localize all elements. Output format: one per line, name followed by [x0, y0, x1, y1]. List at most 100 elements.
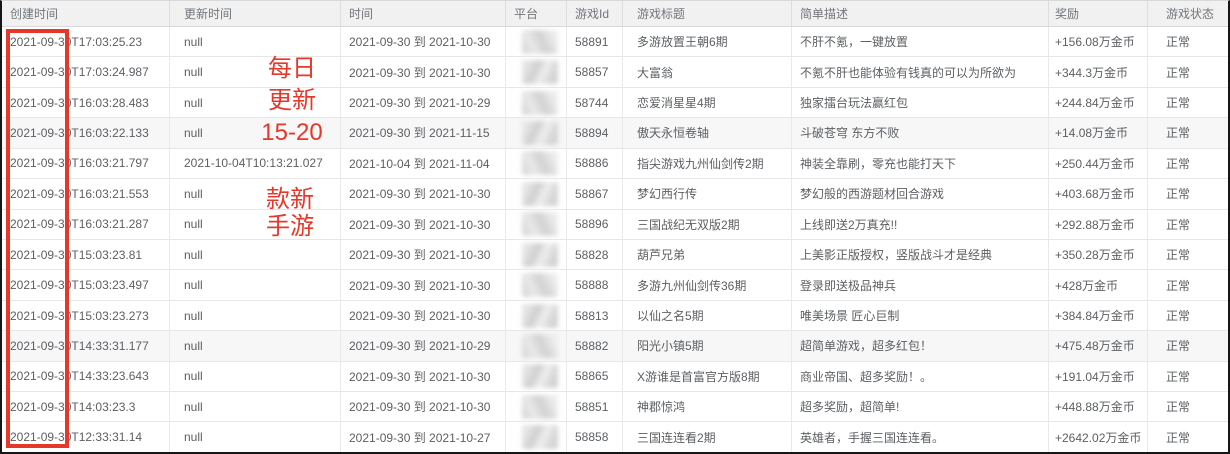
cell-title: 多游九州仙剑传36期: [623, 270, 792, 300]
cell-platform: [506, 422, 567, 452]
cell-reward: +250.44万金币: [1049, 148, 1148, 179]
platform-thumbnail-blurred: [522, 333, 558, 358]
cell-updated: null: [170, 392, 341, 422]
cell-reward: +156.08万金币: [1049, 27, 1148, 57]
table-row: 2021-09-30T14:33:31.177 null 2021-09-30 到 …: [2, 331, 1228, 362]
cell-updated: null: [170, 179, 341, 209]
cell-game_id: 58888: [567, 270, 623, 300]
cell-updated: null: [170, 87, 341, 118]
cell-title: 恋爱消星星4期: [623, 87, 792, 118]
cell-title: X游谁是首富官方版8期: [623, 361, 792, 392]
platform-thumbnail-blurred: [522, 60, 558, 85]
cell-desc: 唯美场景 匠心巨制: [792, 300, 1049, 331]
cell-time: 2021-09-30 到 2021-10-30: [341, 361, 506, 392]
cell-platform: [506, 300, 567, 331]
cell-platform: [506, 27, 567, 57]
cell-reward: +14.08万金币: [1049, 118, 1148, 148]
cell-created: 2021-09-30T15:03:23.273: [2, 300, 170, 331]
cell-time: 2021-10-04 到 2021-11-04: [341, 148, 506, 179]
cell-time: 2021-09-30 到 2021-10-29: [341, 331, 506, 361]
cell-status: 正常: [1166, 96, 1191, 111]
cell-desc: 不氪不肝也能体验有钱真的可以为所欲为: [792, 57, 1049, 87]
cell-platform: [506, 179, 567, 209]
cell-created: 2021-09-30T16:03:22.133: [2, 118, 170, 148]
cell-updated: null: [170, 57, 341, 87]
platform-thumbnail-blurred: [522, 120, 558, 145]
cell-updated: null: [170, 361, 341, 392]
cell-created: 2021-09-30T15:03:23.497: [2, 270, 170, 300]
platform-thumbnail-blurred: [522, 394, 558, 419]
cell-updated: null: [170, 239, 341, 270]
header-title: 游戏标题: [623, 1, 792, 26]
cell-platform: [506, 239, 567, 270]
table-row: 2021-09-30T16:03:21.553 null 2021-09-30 到 …: [2, 179, 1228, 210]
cell-reward: +292.88万金币: [1049, 209, 1148, 239]
cell-game_id: 58894: [567, 118, 623, 148]
cell-reward: +448.88万金币: [1049, 392, 1148, 422]
cell-title: 神郡惊鸿: [623, 392, 792, 422]
platform-thumbnail-blurred: [522, 29, 558, 54]
cell-created: 2021-09-30T17:03:24.987: [2, 57, 170, 87]
cell-title: 以仙之名5期: [623, 300, 792, 331]
cell-status: 正常: [1166, 187, 1191, 202]
header-time: 时间: [341, 1, 506, 26]
cell-created: 2021-09-30T14:33:31.177: [2, 331, 170, 361]
cell-status: 正常: [1166, 369, 1191, 384]
cell-game_id: 58828: [567, 239, 623, 270]
cell-game_id: 58851: [567, 392, 623, 422]
cell-updated: null: [170, 118, 341, 148]
cell-desc: 超多奖励，超简单!: [792, 392, 1049, 422]
cell-platform: [506, 331, 567, 361]
cell-game_id: 58891: [567, 27, 623, 57]
cell-platform: [506, 118, 567, 148]
cell-updated: null: [170, 27, 341, 57]
cell-reward: +344.3万金币: [1049, 57, 1148, 87]
table-row: 2021-09-30T12:33:31.14 null 2021-09-30 到 2…: [2, 422, 1228, 452]
cell-reward: +191.04万金币: [1049, 361, 1148, 392]
cell-game_id: 58867: [567, 179, 623, 209]
platform-thumbnail-blurred: [522, 425, 558, 450]
cell-game_id: 58886: [567, 148, 623, 179]
table-row: 2021-09-30T15:03:23.273 null 2021-09-30 到 …: [2, 300, 1228, 332]
cell-title: 阳光小镇5期: [623, 331, 792, 361]
cell-platform: [506, 148, 567, 179]
cell-platform: [506, 270, 567, 300]
cell-title: 三国连连看2期: [623, 422, 792, 452]
cell-status: 正常: [1166, 430, 1191, 445]
cell-status: 正常: [1166, 65, 1191, 80]
cell-platform: [506, 209, 567, 239]
table-row: 2021-09-30T16:03:21.287 null 2021-09-30 到 …: [2, 209, 1228, 240]
cell-desc: 英雄者，手握三国连连看。: [792, 422, 1049, 452]
cell-desc: 梦幻般的西游题材回合游戏: [792, 179, 1049, 209]
header-platform: 平台: [506, 1, 567, 26]
platform-thumbnail-blurred: [522, 181, 558, 206]
cell-game_id: 58896: [567, 209, 623, 239]
cell-updated: null: [170, 270, 341, 300]
header-desc: 简单描述: [792, 1, 1049, 26]
cell-desc: 超简单游戏，超多红包！: [792, 331, 1049, 361]
table-row: 2021-09-30T17:03:24.987 null 2021-09-30 到 …: [2, 57, 1228, 88]
header-created: 创建时间: [2, 1, 170, 26]
cell-status: 正常: [1166, 400, 1191, 415]
cell-time: 2021-09-30 到 2021-10-30: [341, 57, 506, 87]
cell-reward: +2642.02万金币: [1049, 422, 1148, 452]
cell-time: 2021-09-30 到 2021-10-30: [341, 300, 506, 331]
platform-thumbnail-blurred: [522, 273, 558, 298]
cell-status: 正常: [1166, 126, 1191, 141]
cell-title: 葫芦兄弟: [623, 239, 792, 270]
cell-reward: +403.68万金币: [1049, 179, 1148, 209]
cell-status: 正常: [1166, 339, 1191, 354]
cell-title: 三国战纪无双版2期: [623, 209, 792, 239]
platform-thumbnail-blurred: [522, 212, 558, 237]
cell-game_id: 58865: [567, 361, 623, 392]
cell-status: 正常: [1166, 156, 1191, 171]
cell-updated: 2021-10-04T10:13:21.027: [170, 148, 341, 179]
cell-time: 2021-09-30 到 2021-10-30: [341, 392, 506, 422]
cell-game_id: 58744: [567, 87, 623, 118]
cell-status: 正常: [1166, 35, 1191, 50]
cell-game_id: 58858: [567, 422, 623, 452]
cell-time: 2021-09-30 到 2021-10-30: [341, 27, 506, 57]
cell-platform: [506, 392, 567, 422]
platform-thumbnail-blurred: [522, 242, 558, 267]
